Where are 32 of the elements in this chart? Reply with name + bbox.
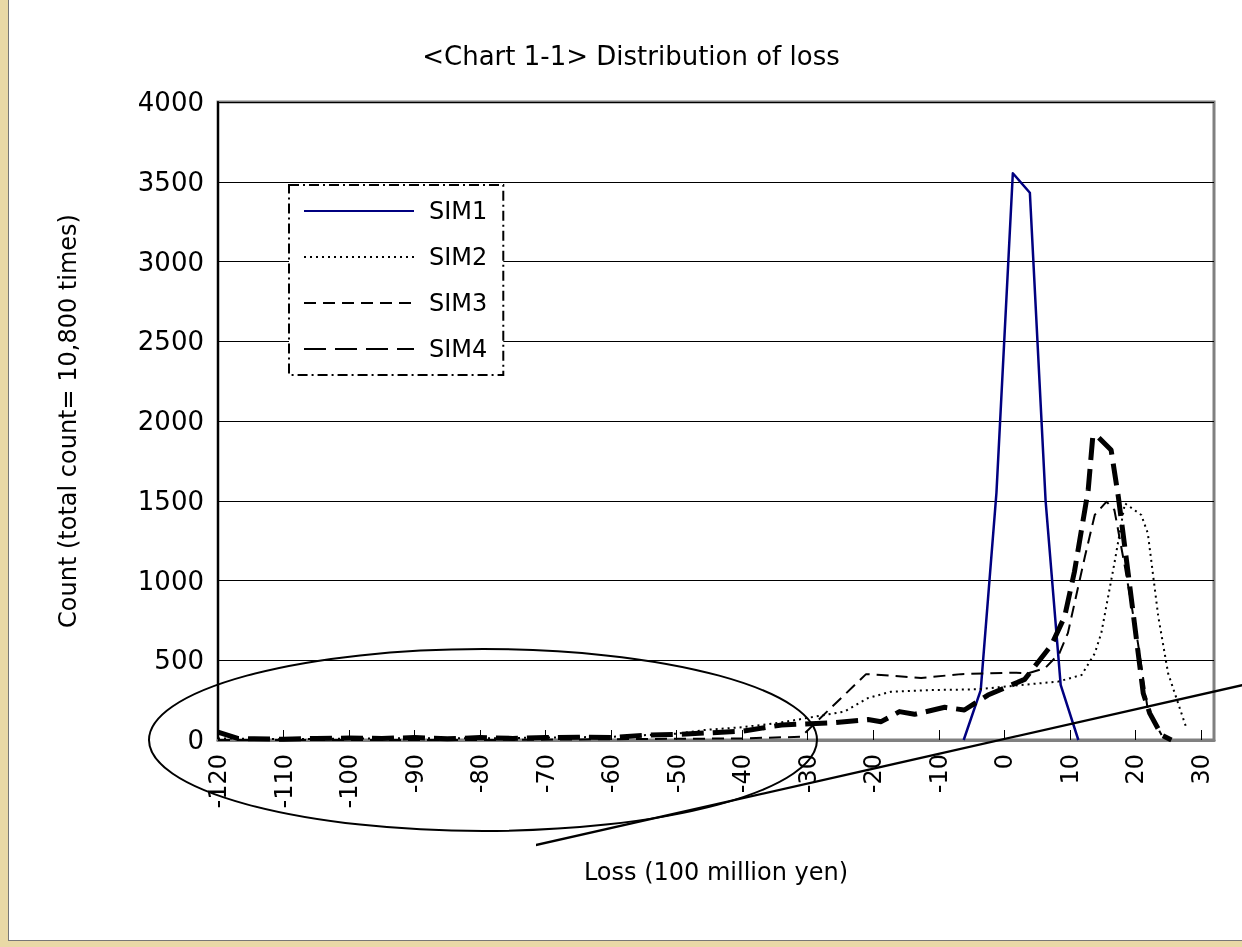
x-tick-label: 10	[1055, 754, 1084, 785]
legend-label: SIM2	[429, 243, 488, 271]
legend-label: SIM4	[429, 335, 488, 363]
x-tick-label: -10	[924, 754, 953, 794]
legend-label: SIM1	[429, 197, 488, 225]
x-tick-label: -120	[204, 754, 232, 809]
y-tick-label: 2000	[137, 406, 204, 436]
y-tick-label: 3500	[137, 166, 204, 197]
x-axis-title: Loss (100 million yen)	[583, 858, 849, 886]
x-tick-label: 20	[1121, 754, 1150, 785]
x-tick-label: 0	[990, 754, 1019, 770]
chart-title: <Chart 1-1> Distribution of loss	[422, 41, 840, 71]
x-tick-label: 30	[1186, 754, 1215, 785]
x-tick-label: -60	[597, 754, 626, 794]
y-tick-label: 500	[154, 645, 204, 676]
y-axis-title: Count (total count= 10,800 times)	[54, 214, 82, 628]
y-tick-label: 1500	[137, 485, 204, 516]
x-tick-label: -100	[335, 754, 364, 809]
x-tick-label: -110	[269, 754, 298, 809]
y-tick-label: 0	[187, 725, 204, 755]
y-tick-label: 1000	[137, 565, 204, 596]
x-tick-label: -80	[466, 754, 495, 794]
legend-label: SIM3	[429, 289, 488, 317]
y-tick-label: 3000	[137, 246, 204, 277]
x-tick-label: -30	[793, 754, 822, 794]
y-tick-label: 4000	[137, 87, 204, 117]
x-tick-label: -50	[662, 754, 691, 794]
x-tick-label: -40	[728, 754, 757, 794]
x-tick-label: -70	[531, 754, 560, 794]
x-tick-label: -20	[859, 754, 888, 794]
y-tick-label: 2500	[137, 326, 204, 357]
x-tick-label: -90	[400, 754, 429, 794]
